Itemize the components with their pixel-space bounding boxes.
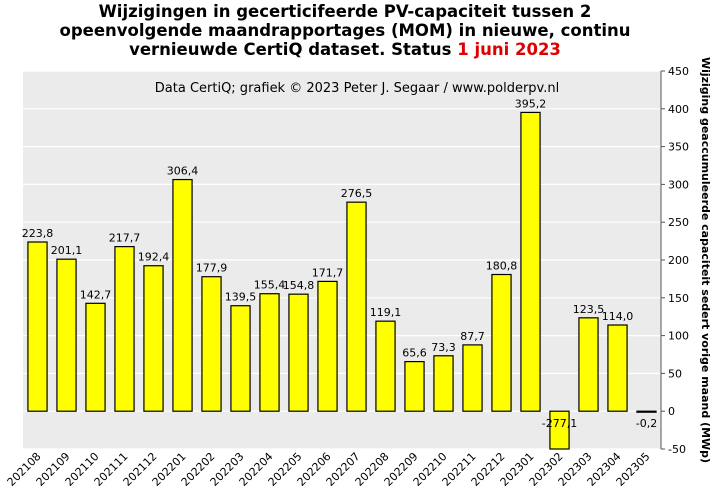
bar: [230, 305, 251, 412]
status-date: 1 juni 2023: [457, 40, 561, 59]
bar: [375, 320, 396, 412]
bar: [143, 265, 164, 412]
bar: [259, 293, 280, 412]
bar: [114, 246, 135, 412]
y-tick-label: 400: [668, 103, 689, 116]
data-label: 73,3: [431, 341, 456, 354]
y-tick-label: 150: [668, 292, 689, 305]
bar: [346, 201, 367, 412]
y-axis-label: Wijziging geaccumuleerde capaciteit sede…: [699, 57, 712, 463]
data-label: 395,2: [515, 97, 547, 110]
data-label: -0,2: [636, 417, 657, 430]
bar: [27, 241, 48, 412]
data-label: -277,1: [542, 417, 577, 430]
y-tick-label: 50: [668, 367, 682, 380]
data-label: 139,5: [225, 291, 257, 304]
source-annotation: Data CertiQ; grafiek © 2023 Peter J. Seg…: [155, 81, 559, 96]
data-label: 119,1: [370, 306, 402, 319]
data-label: 201,1: [51, 244, 83, 257]
bar: [549, 410, 570, 450]
data-label: 223,8: [22, 227, 54, 240]
x-tick-labels: 2021082021092021102021112021122022012022…: [5, 450, 653, 489]
title-line-3-text: vernieuwde CertiQ dataset. Status: [129, 40, 458, 59]
bar: [201, 276, 222, 412]
data-label: 177,9: [196, 262, 228, 275]
bar: [433, 355, 454, 412]
data-label: 155,4: [254, 279, 286, 292]
data-label: 154,8: [283, 279, 315, 292]
y-tick-label: 300: [668, 178, 689, 191]
title-line-2: opeenvolgende maandrapportages (MOM) in …: [59, 21, 631, 40]
data-label: 123,5: [573, 303, 605, 316]
data-label: 171,7: [312, 266, 344, 279]
data-label: 65,6: [402, 347, 427, 360]
y-tick-label: 350: [668, 141, 689, 154]
y-tick-label: 0: [668, 405, 675, 418]
bar: [607, 324, 628, 412]
bar: [462, 344, 483, 412]
data-label: 142,7: [80, 288, 112, 301]
y-tick-label: 450: [668, 65, 689, 78]
title-line-1: Wijzigingen in gecerticifeerde PV-capaci…: [98, 2, 592, 21]
bar: [491, 273, 512, 412]
y-tick-labels: -50 0 50 100 150 200 250 300 350 400 450: [668, 65, 689, 456]
chart-title: Wijzigingen in gecerticifeerde PV-capaci…: [0, 2, 690, 59]
y-tick-label: -50: [668, 443, 686, 456]
data-label: 180,8: [486, 260, 518, 273]
data-labels: 223,8 201,1 142,7 217,7 192,4 306,4 177,9 139,5…: [22, 97, 657, 430]
data-label: 306,4: [167, 165, 199, 178]
bar: [317, 280, 338, 412]
bar: [404, 361, 425, 412]
data-label: 217,7: [109, 232, 141, 245]
y-tick-label: 250: [668, 216, 689, 229]
data-label: 87,7: [460, 330, 485, 343]
data-label: 192,4: [138, 251, 170, 264]
data-label: 114,0: [602, 310, 634, 323]
y-tick-label: 200: [668, 254, 689, 267]
data-label: 276,5: [341, 187, 373, 200]
bar: [288, 293, 309, 412]
bar: [636, 410, 657, 413]
bar: [172, 178, 193, 412]
bar: [578, 317, 599, 412]
bar: [85, 302, 106, 412]
title-line-3: vernieuwde CertiQ dataset. Status 1 juni…: [0, 40, 690, 59]
bar: [520, 111, 541, 412]
y-tick-label: 100: [668, 330, 689, 343]
bars: [27, 111, 657, 450]
bar: [56, 258, 77, 412]
